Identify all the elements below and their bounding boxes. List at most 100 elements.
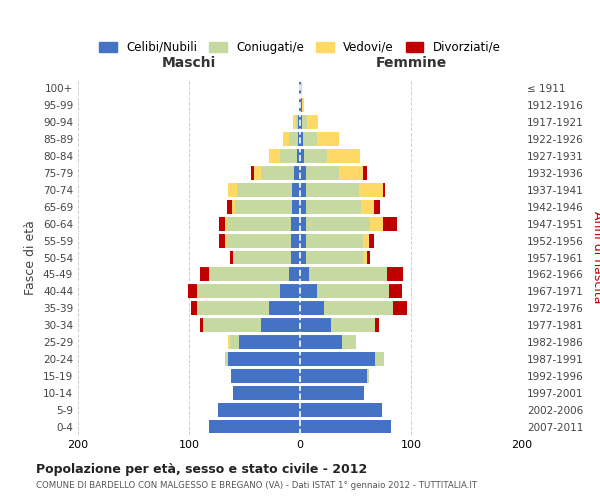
Bar	[309, 268, 386, 281]
Legend: Celibi/Nubili, Coniugati/e, Vedovi/e, Divorziati/e: Celibi/Nubili, Coniugati/e, Vedovi/e, Di…	[95, 36, 505, 59]
Bar	[300, 302, 325, 315]
Bar	[300, 352, 376, 366]
Bar	[300, 82, 301, 96]
Bar	[228, 335, 230, 349]
Bar	[363, 250, 367, 264]
Bar	[219, 217, 224, 230]
Y-axis label: Fasce di età: Fasce di età	[25, 220, 37, 295]
Bar	[325, 302, 393, 315]
Bar	[389, 284, 402, 298]
Bar	[298, 132, 300, 146]
Bar	[386, 268, 403, 281]
Bar	[305, 200, 361, 213]
Bar	[317, 132, 339, 146]
Bar	[300, 250, 305, 264]
Bar	[200, 318, 203, 332]
Bar	[305, 217, 370, 230]
Bar	[300, 284, 317, 298]
Bar	[197, 302, 269, 315]
Bar	[218, 402, 300, 416]
Bar	[251, 166, 254, 180]
Bar	[228, 183, 237, 197]
Bar	[300, 116, 302, 129]
Bar	[300, 420, 391, 434]
Bar	[235, 200, 292, 213]
Y-axis label: Anni di nascita: Anni di nascita	[592, 211, 600, 304]
Bar	[299, 98, 300, 112]
Bar	[227, 217, 291, 230]
Bar	[305, 250, 363, 264]
Bar	[233, 250, 291, 264]
Bar	[359, 183, 383, 197]
Bar	[261, 318, 300, 332]
Bar	[292, 200, 300, 213]
Bar	[363, 234, 369, 247]
Bar	[295, 166, 300, 180]
Bar	[300, 234, 305, 247]
Bar	[367, 250, 370, 264]
Bar	[300, 386, 364, 400]
Bar	[269, 302, 300, 315]
Bar	[231, 369, 300, 383]
Bar	[232, 200, 235, 213]
Bar	[219, 234, 224, 247]
Bar	[228, 352, 300, 366]
Bar	[305, 166, 339, 180]
Bar	[300, 268, 309, 281]
Bar	[300, 183, 305, 197]
Bar	[383, 183, 385, 197]
Bar	[298, 116, 300, 129]
Bar	[280, 284, 300, 298]
Bar	[300, 98, 302, 112]
Bar	[291, 250, 300, 264]
Bar	[283, 132, 289, 146]
Bar	[237, 183, 292, 197]
Bar	[291, 234, 300, 247]
Bar	[224, 352, 228, 366]
Bar	[269, 149, 280, 163]
Bar	[301, 82, 302, 96]
Bar	[261, 166, 295, 180]
Bar	[367, 369, 369, 383]
Text: Femmine: Femmine	[376, 56, 446, 70]
Bar	[383, 217, 397, 230]
Bar	[370, 217, 383, 230]
Bar	[305, 183, 359, 197]
Bar	[300, 149, 304, 163]
Bar	[363, 166, 367, 180]
Bar	[300, 369, 367, 383]
Bar	[374, 200, 380, 213]
Bar	[209, 420, 300, 434]
Bar	[209, 268, 289, 281]
Bar	[280, 149, 296, 163]
Bar	[300, 200, 305, 213]
Bar	[296, 116, 298, 129]
Bar	[296, 149, 300, 163]
Bar	[227, 200, 232, 213]
Bar	[302, 98, 304, 112]
Bar	[304, 149, 326, 163]
Text: Popolazione per età, sesso e stato civile - 2012: Popolazione per età, sesso e stato civil…	[36, 462, 367, 475]
Bar	[230, 335, 239, 349]
Bar	[300, 132, 304, 146]
Bar	[254, 166, 261, 180]
Bar	[197, 284, 280, 298]
Bar	[300, 318, 331, 332]
Bar	[289, 268, 300, 281]
Bar	[230, 250, 233, 264]
Bar	[302, 116, 307, 129]
Bar	[361, 200, 374, 213]
Bar	[203, 318, 261, 332]
Bar	[289, 132, 298, 146]
Bar	[224, 217, 227, 230]
Bar	[300, 217, 305, 230]
Bar	[369, 234, 374, 247]
Bar	[393, 302, 407, 315]
Bar	[376, 318, 379, 332]
Bar	[291, 217, 300, 230]
Bar	[300, 402, 382, 416]
Bar	[304, 132, 317, 146]
Bar	[299, 82, 300, 96]
Bar	[239, 335, 300, 349]
Bar	[307, 116, 318, 129]
